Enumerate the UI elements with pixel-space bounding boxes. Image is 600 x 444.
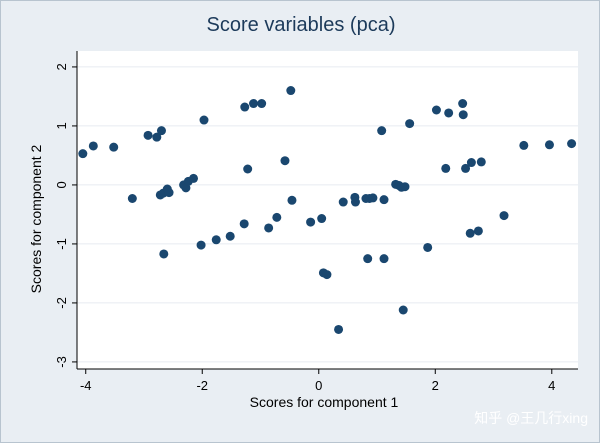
chart-title: Score variables (pca) xyxy=(207,14,396,36)
data-point xyxy=(567,139,577,149)
data-point xyxy=(127,193,137,203)
data-point xyxy=(272,212,282,222)
data-point xyxy=(441,163,451,173)
data-point xyxy=(379,195,389,205)
data-point xyxy=(350,197,360,207)
x-axis-label: Scores for component 1 xyxy=(250,394,399,410)
data-point xyxy=(379,254,389,264)
data-point xyxy=(322,270,332,280)
data-point xyxy=(196,240,206,250)
data-point xyxy=(225,231,235,241)
data-point xyxy=(458,110,468,120)
tick-labels: -4 -2 0 2 4 -3 -2 -1 0 1 2 xyxy=(54,63,555,393)
data-point xyxy=(164,188,174,198)
data-point xyxy=(109,142,119,152)
data-point xyxy=(476,157,486,167)
x-tick-label: 4 xyxy=(548,378,555,393)
data-point xyxy=(199,115,209,125)
x-tick-label: -4 xyxy=(80,378,92,393)
data-point xyxy=(306,217,316,227)
data-point xyxy=(368,193,378,203)
gridlines xyxy=(77,66,578,363)
data-point xyxy=(249,99,259,109)
data-point xyxy=(400,182,410,192)
data-point xyxy=(264,223,274,233)
y-tick-label: -2 xyxy=(54,297,69,309)
plot-area xyxy=(77,51,578,369)
data-point xyxy=(423,242,433,252)
data-point xyxy=(465,228,475,238)
data-point xyxy=(466,158,476,168)
y-tick-label: -1 xyxy=(54,238,69,250)
data-point xyxy=(473,226,483,236)
data-point xyxy=(461,163,471,173)
data-point xyxy=(519,140,529,150)
data-point xyxy=(159,249,169,259)
data-point xyxy=(286,86,296,96)
data-point xyxy=(398,305,408,315)
data-point xyxy=(152,132,162,142)
y-tick-label: 2 xyxy=(54,63,69,70)
data-point xyxy=(334,324,344,334)
data-point xyxy=(458,99,468,109)
data-point xyxy=(377,126,387,136)
data-point xyxy=(338,197,348,207)
data-point xyxy=(363,254,373,264)
data-point xyxy=(156,126,166,136)
y-tick-label: -3 xyxy=(54,356,69,368)
data-point xyxy=(143,130,153,140)
data-point xyxy=(88,141,98,151)
data-point xyxy=(544,140,554,150)
axes xyxy=(76,51,578,370)
data-point xyxy=(444,108,454,118)
y-axis-label: Scores for component 2 xyxy=(28,144,44,293)
data-point xyxy=(431,105,441,115)
data-point xyxy=(240,102,250,112)
data-point xyxy=(211,235,221,245)
data-point xyxy=(287,195,297,205)
data-point xyxy=(280,156,290,166)
data-point xyxy=(405,119,415,129)
watermark-text: 知乎 @王几行xing xyxy=(474,410,588,426)
data-point xyxy=(78,149,88,159)
data-point xyxy=(257,99,267,109)
data-point xyxy=(239,219,249,229)
y-tick-label: 0 xyxy=(54,181,69,188)
data-point xyxy=(189,173,199,183)
x-tick-label: 2 xyxy=(432,378,439,393)
x-tick-label: -2 xyxy=(196,378,208,393)
x-tick-label: 0 xyxy=(315,378,322,393)
tick-marks xyxy=(72,66,553,374)
data-points xyxy=(78,86,577,334)
data-point xyxy=(243,164,253,174)
data-point xyxy=(317,214,327,224)
y-tick-label: 1 xyxy=(54,122,69,129)
data-point xyxy=(499,211,509,221)
